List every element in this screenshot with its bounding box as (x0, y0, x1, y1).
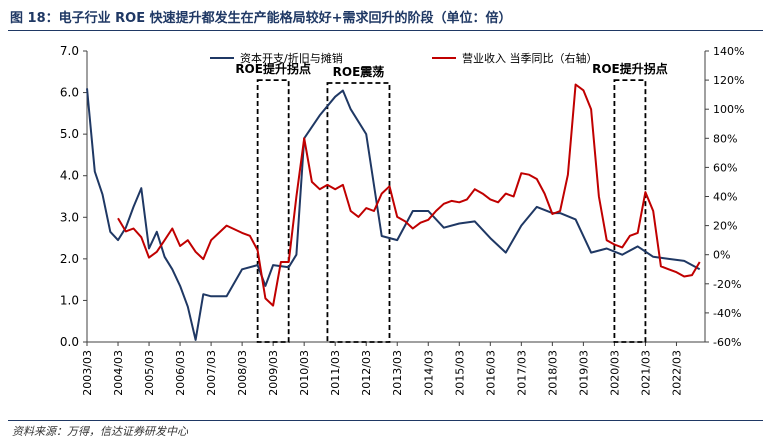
annotation-label: ROE提升拐点 (592, 61, 668, 76)
right-tick-label: 20% (713, 220, 737, 233)
annotation-box (326, 82, 391, 343)
right-tick-label: 40% (713, 191, 737, 204)
x-tick-label: 2007/03 (205, 350, 218, 396)
right-tick-label: 140% (713, 45, 744, 58)
x-tick-label: 2003/03 (81, 350, 94, 396)
title-rule (8, 30, 763, 31)
right-tick-label: 80% (713, 132, 737, 145)
right-tick-label: 0% (713, 249, 730, 262)
x-tick-label: 2011/03 (329, 350, 342, 396)
legend: 资本开支/折旧与摊销 营业收入 当季同比（右轴） (210, 51, 598, 65)
legend-label-1: 资本开支/折旧与摊销 (240, 51, 343, 65)
x-tick-label: 2019/03 (577, 350, 590, 396)
series-lines (86, 83, 701, 341)
x-tick-label: 2004/03 (112, 350, 125, 396)
left-tick-label: 1.0 (60, 293, 79, 307)
figure-title: 图 18：电子行业 ROE 快速提升都发生在产能格局较好+需求回升的阶段（单位：… (10, 11, 512, 26)
x-tick-label: 2015/03 (453, 350, 466, 396)
annotation-label: ROE震荡 (333, 64, 385, 79)
x-tick-label: 2008/03 (236, 350, 249, 396)
right-tick-label: -60% (713, 336, 741, 349)
left-tick-label: 3.0 (60, 210, 79, 224)
source-rule (8, 420, 763, 421)
annotation-label: ROE提升拐点 (235, 61, 311, 76)
figure-source: 资料来源：万得，信达证券研发中心 (12, 425, 188, 438)
axes: 0.0 1.0 2.0 3.0 4.0 5.0 6.0 7.0 -60% -40% -20% 0% 20… (60, 44, 745, 396)
x-tick-label: 2012/03 (360, 350, 373, 396)
left-tick-label: 0.0 (60, 335, 79, 349)
x-tick-label: 2016/03 (484, 350, 497, 396)
series-line-2 (117, 83, 701, 307)
annotation-box (613, 79, 647, 343)
x-tick-label: 2021/03 (639, 350, 652, 396)
x-tick-label: 2005/03 (143, 350, 156, 396)
x-tick-label: 2017/03 (515, 350, 528, 396)
right-tick-label: 120% (713, 74, 744, 87)
x-tick-label: 2010/03 (298, 350, 311, 396)
x-tick-label: 2006/03 (174, 350, 187, 396)
right-tick-label: -20% (713, 278, 741, 291)
legend-label-2: 营业收入 当季同比（右轴） (462, 51, 598, 65)
left-tick-label: 4.0 (60, 169, 79, 183)
x-tick-label: 2014/03 (422, 350, 435, 396)
x-tick-label: 2009/03 (267, 350, 280, 396)
left-tick-label: 7.0 (60, 44, 79, 58)
x-tick-label: 2020/03 (608, 350, 621, 396)
left-tick-label: 5.0 (60, 127, 79, 141)
x-tick-label: 2022/03 (670, 350, 683, 396)
left-tick-label: 6.0 (60, 86, 79, 100)
annotation-box (256, 79, 290, 343)
annotation-boxes: ROE提升拐点 ROE震荡 ROE提升拐点 (235, 61, 668, 343)
x-tick-label: 2018/03 (546, 350, 559, 396)
right-tick-label: -40% (713, 307, 741, 320)
left-tick-label: 2.0 (60, 252, 79, 266)
right-tick-label: 100% (713, 103, 744, 116)
series-line-1 (86, 88, 701, 341)
right-tick-label: 60% (713, 161, 737, 174)
x-tick-label: 2013/03 (391, 350, 404, 396)
